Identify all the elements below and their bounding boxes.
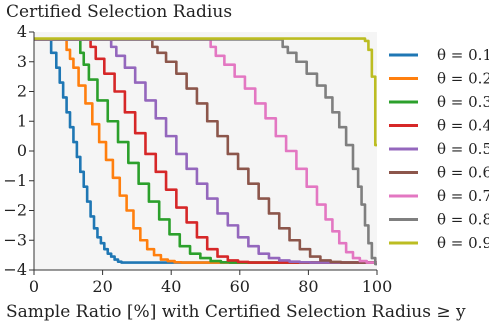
legend-label-1: θ = 0.1: [437, 46, 489, 64]
series-line-3: [34, 38, 377, 264]
x-tick-label: 40: [161, 277, 181, 296]
legend-label-3: θ = 0.3: [437, 93, 489, 111]
series-line-9: [34, 37, 377, 147]
y-tick-label: 4: [17, 22, 27, 41]
legend-label-7: θ = 0.7: [437, 187, 489, 205]
x-tick-label: 20: [92, 277, 112, 296]
legend-label-9: θ = 0.9: [437, 234, 489, 252]
plot-area: [34, 32, 377, 270]
x-axis-title: Sample Ratio [%] with Certified Selectio…: [6, 302, 466, 322]
legend-label-6: θ = 0.6: [437, 164, 489, 182]
y-tick-label: −4: [3, 260, 27, 279]
y-tick-label: 1: [17, 111, 27, 130]
legend-label-8: θ = 0.8: [437, 211, 489, 229]
tick-layer: 0 20 40 60 80 100 −4 −3 −2 −1 0 1 2 3 4: [3, 22, 392, 296]
legend-label-4: θ = 0.4: [437, 117, 489, 135]
y-tick-label: −3: [3, 230, 27, 249]
legend-label-2: θ = 0.2: [437, 70, 489, 88]
x-tick-label: 0: [29, 277, 39, 296]
series-layer: [34, 37, 377, 266]
legend-label-5: θ = 0.5: [437, 140, 489, 158]
x-tick-label: 100: [362, 277, 393, 296]
series-line-5: [34, 38, 377, 264]
y-tick-label: −2: [3, 201, 27, 220]
legend: θ = 0.1 θ = 0.2 θ = 0.3 θ = 0.4 θ = 0.5 θ = 0…: [389, 46, 489, 252]
y-tick-label: 0: [17, 141, 27, 160]
series-line-4: [34, 38, 377, 264]
y-tick-label: 2: [17, 82, 27, 101]
series-line-6: [34, 38, 377, 264]
x-tick-label: 80: [298, 277, 318, 296]
y-axis-title: Certified Selection Radius: [6, 2, 232, 22]
series-line-1: [34, 38, 377, 264]
x-tick-label: 60: [230, 277, 250, 296]
series-line-7: [34, 38, 377, 264]
y-tick-label: 3: [17, 52, 27, 71]
series-line-2: [34, 38, 377, 264]
y-tick-label: −1: [3, 171, 27, 190]
series-line-8: [34, 38, 377, 266]
